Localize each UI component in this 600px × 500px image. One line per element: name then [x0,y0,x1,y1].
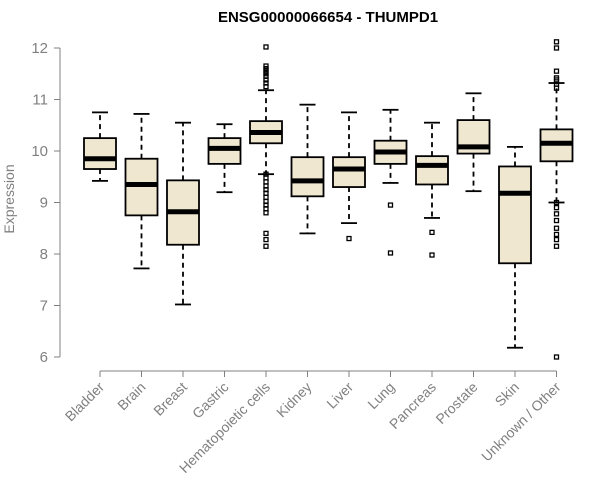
y-axis-label: Expression [1,164,17,233]
outlier-point [553,85,560,91]
outlier-point [263,206,269,212]
outlier-point [263,83,269,90]
outlier-point [553,204,560,211]
outlier-point [553,225,560,231]
x-tick-label: Bladder [62,379,108,425]
x-tick-label: Liver [323,379,356,412]
y-tick-label: 12 [31,40,48,57]
chart-title: ENSG00000066654 - THUMPD1 [218,9,438,26]
y-tick-label: 8 [40,246,48,263]
outlier-point [263,179,269,185]
box-kidney [290,156,325,198]
outlier-point [263,243,269,249]
outlier-point [553,199,560,206]
x-tick-label: Prostate [432,379,480,427]
outlier-point [263,44,269,50]
outlier-point [553,217,560,224]
outlier-point [429,252,435,258]
box-gastric [207,137,242,165]
box-bladder [83,137,117,170]
box-pancreas [415,155,449,186]
outlier-point [346,235,352,242]
y-tick-label: 11 [32,92,48,109]
outlier-point [553,39,560,45]
outlier-point [429,229,435,236]
outlier-point [387,202,394,208]
outlier-point [553,68,560,74]
x-tick-label: Unknown / Other [478,379,564,465]
outlier-point [263,194,269,201]
x-tick-label: Skin [492,379,523,410]
x-tick-label: Breast [150,379,190,419]
box-liver [332,156,366,188]
outlier-point [553,231,560,238]
outlier-point [263,175,269,181]
outlier-point [553,45,560,51]
x-tick-label: Lung [364,379,397,412]
y-tick-label: 10 [31,143,48,160]
outlier-point [553,354,560,360]
y-tick-label: 9 [40,195,48,212]
x-tick-label: Kidney [273,379,315,421]
outlier-point [263,77,269,83]
y-tick-label: 7 [40,298,48,315]
outlier-point [263,210,269,216]
box-skin [498,165,532,265]
outlier-point [263,230,269,237]
y-tick-label: 6 [40,349,48,366]
box-brain [124,157,159,217]
x-tick-label: Brain [114,379,148,413]
outlier-point [553,243,560,249]
outlier-point [387,250,394,256]
outlier-point [263,190,269,196]
outlier-point [553,211,560,217]
outlier-point [553,236,560,243]
outlier-point [263,236,269,243]
